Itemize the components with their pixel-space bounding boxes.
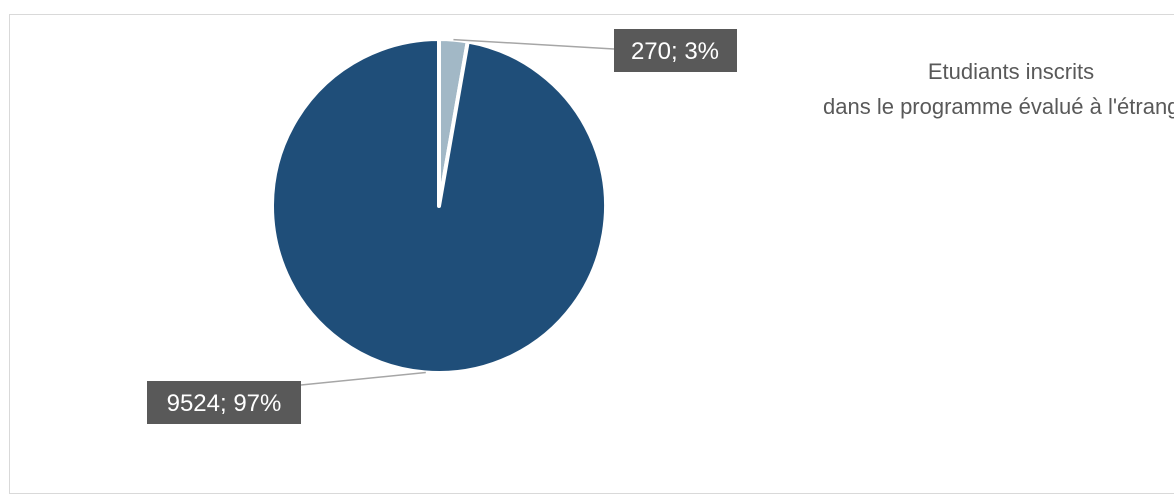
data-labels: 270; 3% 9524; 97% [147, 29, 737, 424]
pie-slices [270, 37, 608, 375]
data-label-large-slice: 9524; 97% [147, 381, 301, 424]
legend-line-2: dans le programme évalué à l'étranger [823, 94, 1174, 119]
leader-line-large [300, 371, 426, 386]
data-label-large-text: 9524; 97% [167, 390, 282, 417]
data-label-small-slice: 270; 3% [614, 29, 737, 72]
data-label-box-large [147, 381, 301, 424]
data-label-box-small [614, 29, 737, 72]
leader-lines [300, 38, 615, 386]
pie-slice-large [270, 37, 608, 375]
data-label-small-text: 270; 3% [631, 38, 719, 65]
pie-chart: 270; 3% 9524; 97% Etudiants inscrits dan… [147, 29, 1174, 424]
leader-line-small [453, 38, 615, 50]
legend-line-1: Etudiants inscrits [928, 59, 1094, 84]
legend: Etudiants inscrits dans le programme éva… [823, 59, 1174, 119]
